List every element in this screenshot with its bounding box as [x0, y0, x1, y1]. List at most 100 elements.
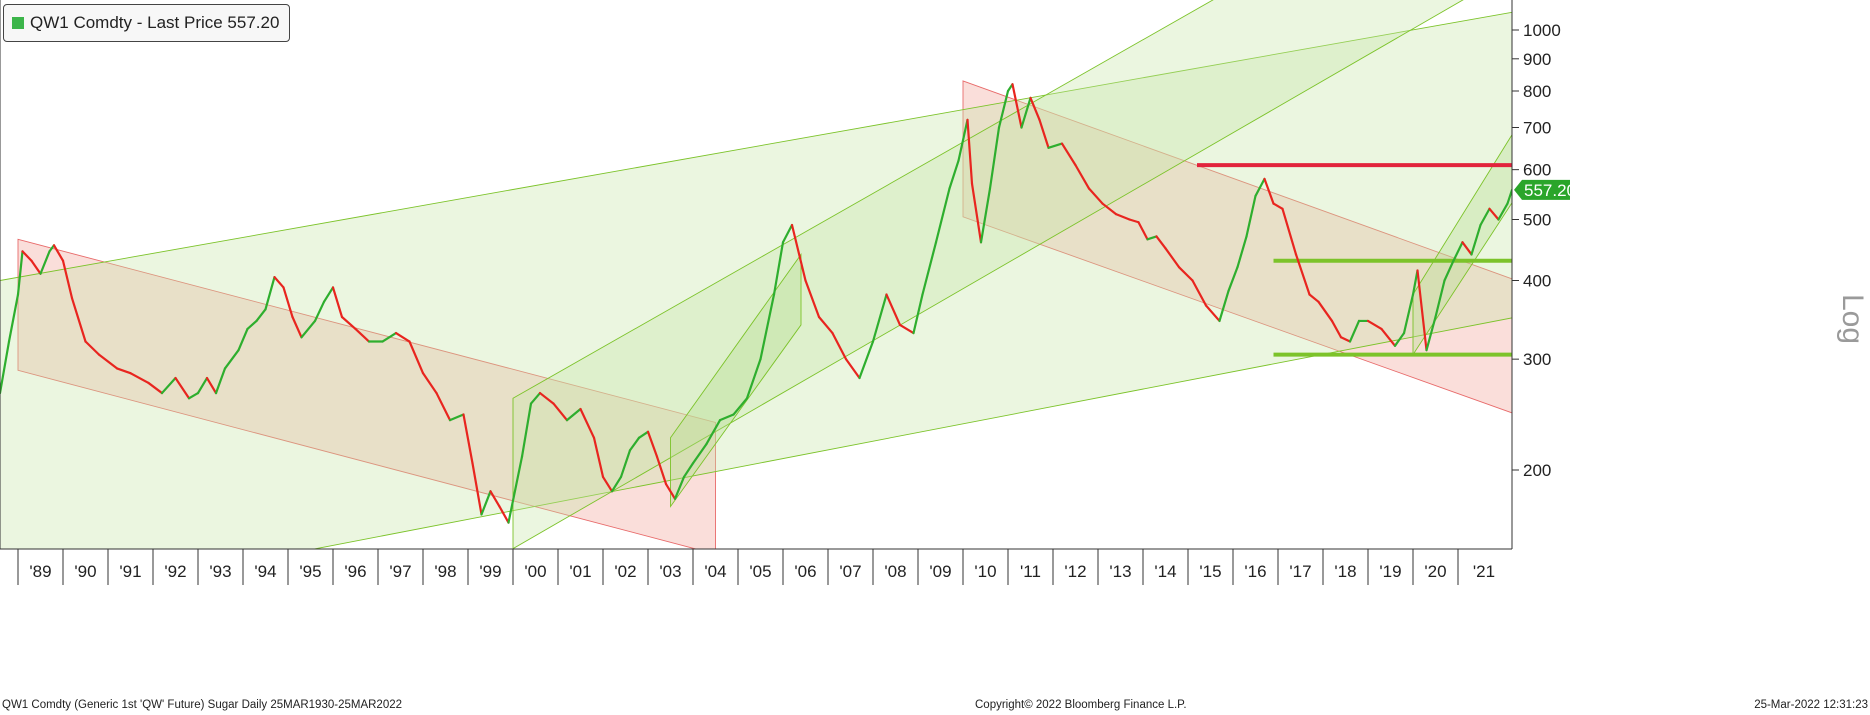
price-segment	[898, 323, 915, 335]
x-tick-label: '95	[299, 562, 321, 581]
price-segment	[196, 376, 209, 395]
horizontal-levels	[1197, 163, 1512, 357]
x-tick-label: '19	[1379, 562, 1401, 581]
legend-swatch	[12, 17, 24, 29]
price-segment	[1263, 177, 1275, 205]
price-segment	[948, 159, 960, 190]
price-segment	[1177, 266, 1194, 282]
price-segment	[237, 327, 249, 352]
price-segment	[331, 286, 344, 319]
legend: QW1 Comdty - Last Price 557.20	[3, 4, 291, 42]
price-segment	[70, 297, 87, 343]
price-segment	[1411, 269, 1419, 296]
price-segment	[1236, 235, 1248, 269]
price-segment	[885, 293, 902, 327]
price-segment	[129, 372, 150, 385]
price-segment	[637, 430, 650, 439]
price-segment	[1506, 188, 1512, 205]
price-segment	[520, 402, 533, 458]
x-tick-label: '96	[344, 562, 366, 581]
x-tick-label: '02	[614, 562, 636, 581]
price-segment	[255, 308, 267, 323]
last-price-label: 557.20	[1524, 181, 1576, 200]
price-segment	[322, 286, 335, 303]
price-segment	[1330, 319, 1343, 339]
price-segment	[1164, 247, 1181, 269]
price-segment	[664, 482, 677, 500]
price-segment	[790, 223, 807, 282]
price-segment	[61, 259, 74, 300]
price-segment	[174, 376, 191, 400]
x-tick-label: '90	[74, 562, 96, 581]
x-tick-label: '97	[389, 562, 411, 581]
price-segment	[435, 391, 452, 422]
price-segment	[448, 413, 465, 422]
price-segment	[682, 462, 695, 479]
footer-timestamp: 25-Mar-2022 12:31:23	[1754, 699, 1868, 711]
x-tick-label: '91	[119, 562, 141, 581]
x-tick-label: '17	[1289, 562, 1311, 581]
price-segment	[592, 436, 605, 479]
chart-axes: 200 300 400 500 600 700 800 900 1000 '89 '90 '91 '92…	[0, 0, 1576, 585]
price-segment	[160, 376, 177, 395]
x-tick-label: '04	[704, 562, 726, 581]
x-tick-label: '11	[1020, 562, 1041, 581]
price-segment	[921, 241, 938, 296]
price-segment	[1393, 331, 1406, 347]
price-segment	[408, 340, 425, 375]
x-tick-label: '15	[1199, 562, 1221, 581]
x-tick-label: '92	[164, 562, 186, 581]
price-segment	[48, 244, 56, 253]
price-segment	[246, 319, 258, 331]
price-segment	[1218, 289, 1230, 323]
price-segment	[507, 455, 524, 524]
price-segment	[1294, 253, 1311, 296]
price-segment	[471, 462, 483, 516]
price-segment	[1087, 187, 1104, 205]
price-segment	[781, 223, 794, 244]
legend-label: QW1 Comdty - Last Price 557.20	[30, 13, 280, 32]
price-segment	[273, 276, 285, 289]
price-segment	[1047, 142, 1064, 149]
price-segment	[1245, 194, 1257, 238]
price-segment	[1146, 235, 1158, 241]
price-segment	[30, 259, 42, 275]
x-tick-label: '18	[1334, 562, 1356, 581]
price-segment	[997, 89, 1010, 129]
price-segment	[7, 293, 20, 343]
price-segment	[1416, 269, 1428, 352]
price-segment	[1380, 327, 1397, 347]
price-segment	[655, 455, 668, 486]
price-segment	[147, 381, 164, 395]
channel-band-up-3	[0, 11, 1512, 549]
y-tick-label: 1000	[1523, 21, 1561, 40]
price-segment	[912, 293, 924, 335]
y-tick-label: 900	[1523, 50, 1551, 69]
price-segment	[0, 340, 11, 395]
price-segment	[1038, 118, 1050, 149]
price-segment	[282, 286, 294, 319]
price-segment	[1011, 83, 1023, 129]
price-segment	[759, 293, 776, 361]
price-segment	[1101, 202, 1118, 216]
price-segment	[831, 331, 848, 361]
price-segment	[52, 244, 65, 262]
x-tick-label: '07	[839, 562, 861, 581]
price-segment	[1488, 207, 1500, 221]
price-segment	[718, 413, 735, 422]
channel-bands	[0, 0, 1512, 549]
x-tick-label: '09	[929, 562, 951, 581]
price-segment	[214, 367, 227, 395]
x-tick-label: '20	[1424, 562, 1446, 581]
price-segment	[552, 402, 569, 422]
x-tick-label: '10	[974, 562, 996, 581]
price-segment	[1497, 202, 1509, 221]
price-segment	[291, 315, 303, 339]
price-segment	[529, 391, 542, 405]
y-tick-label: 800	[1523, 82, 1551, 101]
price-segment	[187, 391, 200, 400]
price-segment	[1074, 164, 1091, 190]
footer-copyright: Copyright© 2022 Bloomberg Finance L.P.	[975, 699, 1187, 711]
price-segment	[1461, 241, 1473, 256]
